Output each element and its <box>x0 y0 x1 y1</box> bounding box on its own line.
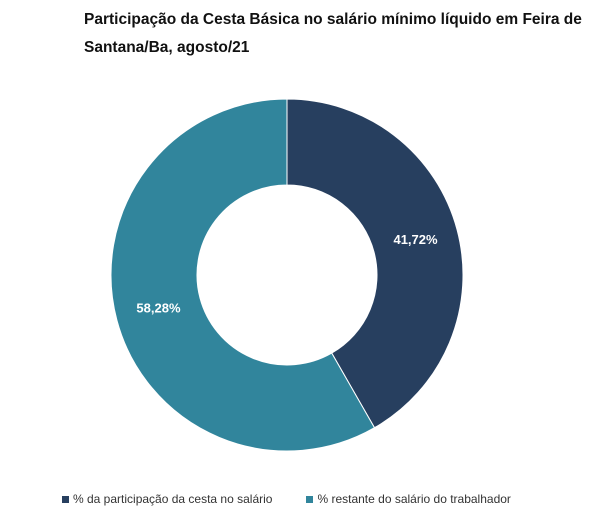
chart-title: Participação da Cesta Básica no salário … <box>84 11 582 56</box>
legend-item-restante: % restante do salário do trabalhador <box>306 492 511 506</box>
legend-swatch-restante <box>306 495 314 503</box>
chart-legend: % da participação da cesta no salário % … <box>62 492 545 506</box>
slice-cesta <box>286 98 464 429</box>
slice-label-cesta: 41,72% <box>393 232 438 247</box>
legend-swatch-cesta <box>62 495 69 503</box>
legend-item-cesta: % da participação da cesta no salário <box>62 492 272 506</box>
slice-label-restante: 58,28% <box>136 301 181 316</box>
slice-restante <box>110 98 376 452</box>
legend-label-cesta: % da participação da cesta no salário <box>73 492 273 506</box>
legend-label-restante: % restante do salário do trabalhador <box>317 492 511 506</box>
